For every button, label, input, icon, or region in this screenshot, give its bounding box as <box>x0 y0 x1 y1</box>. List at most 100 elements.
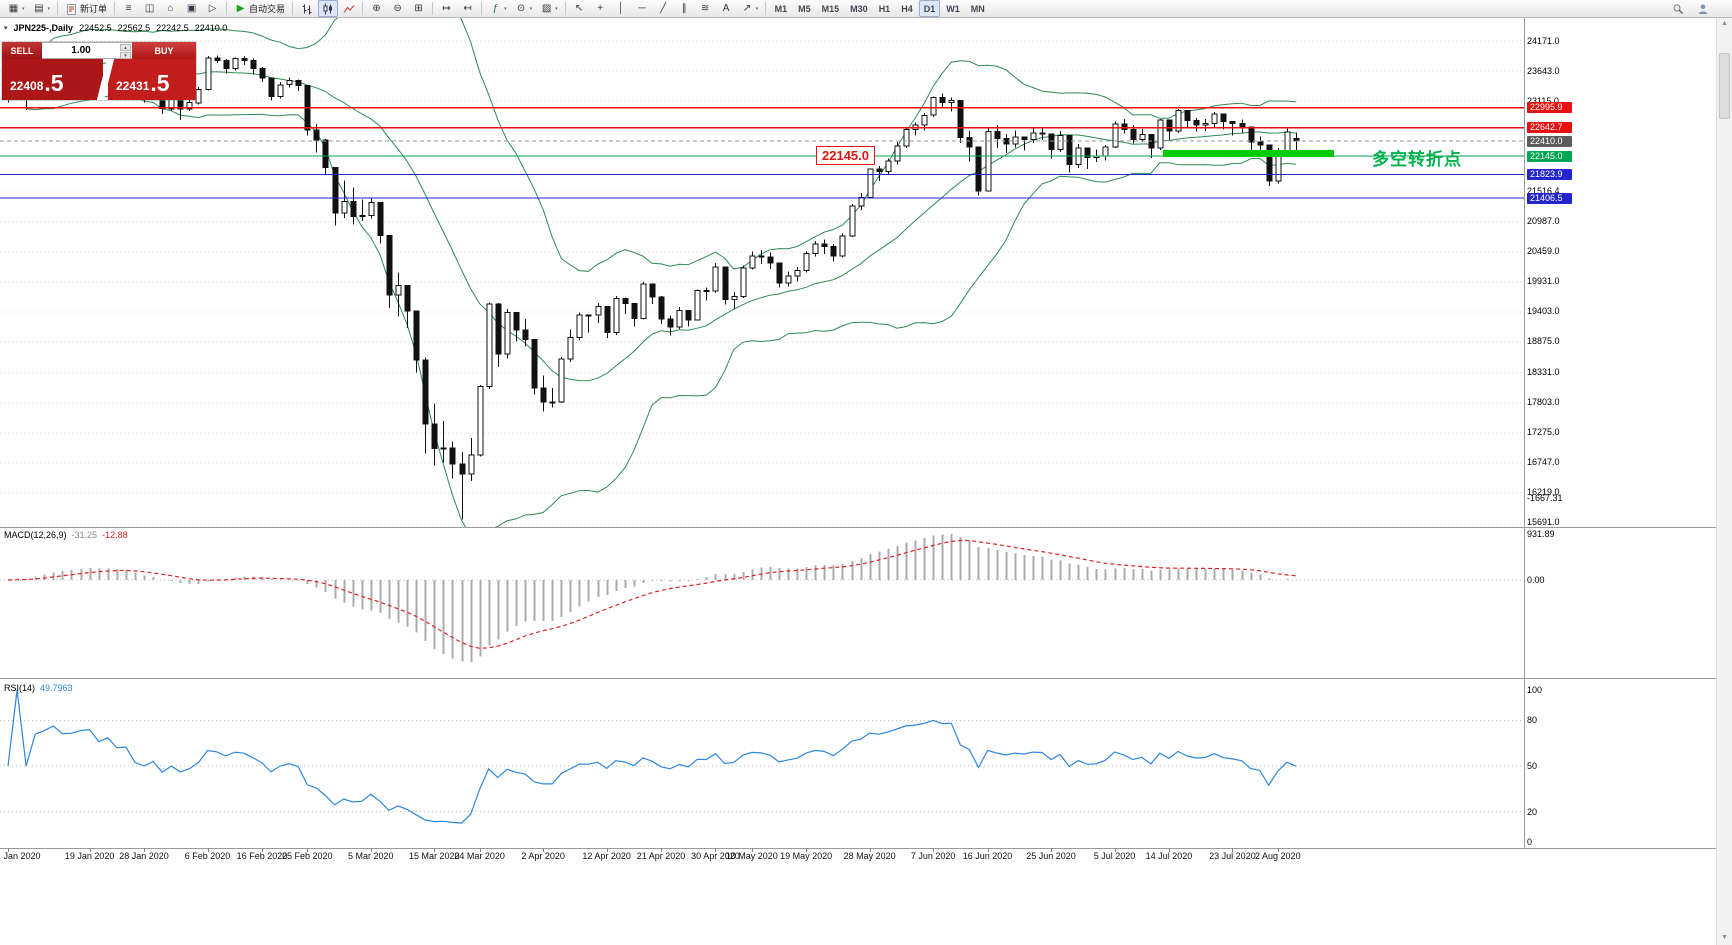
autotrading-button[interactable]: ▶ 自动交易 <box>231 0 289 17</box>
rsi-scale-label: 0 <box>1527 837 1533 847</box>
navigator-icon[interactable]: ⌂ <box>161 0 181 17</box>
auto-scroll-icon[interactable]: ↦ <box>437 0 457 17</box>
date-tick <box>434 848 435 852</box>
crosshair-icon[interactable]: + <box>590 0 610 17</box>
zoom-out-icon: ⊖ <box>393 3 402 14</box>
price-axis-label: 24171.0 <box>1527 35 1560 46</box>
templates-icon[interactable]: ▨ ▾ <box>537 0 562 17</box>
one-click-toggle-icon[interactable]: ▾ <box>4 25 8 32</box>
panel-separator[interactable] <box>0 527 1732 528</box>
buy-button[interactable]: BUY <box>132 42 196 59</box>
date-tick <box>661 848 662 852</box>
price-level-callout[interactable]: 22145.0 <box>816 146 875 165</box>
price-axis-label: 17275.0 <box>1527 427 1560 438</box>
rsi-scale-label: 100 <box>1527 685 1543 695</box>
tf-m30-button[interactable]: M30 <box>850 3 868 14</box>
candlesticks-icon <box>321 2 334 15</box>
strategy-tester-icon[interactable]: ▷ <box>203 0 223 17</box>
volume-spinner: ▲ ▼ <box>120 44 131 59</box>
tf-h1-button[interactable]: H1 <box>878 3 891 14</box>
date-axis-label: 16 Feb 2020 <box>236 851 288 861</box>
terminal-icon[interactable]: ▣ <box>182 0 202 17</box>
horizontal-line-icon[interactable]: ─ <box>632 0 652 17</box>
rsi-value: 49.7963 <box>40 683 73 693</box>
tf-m15-button[interactable]: M15 <box>821 3 840 14</box>
trendline-icon[interactable]: ╱ <box>653 0 673 17</box>
zoom-out-icon[interactable]: ⊖ <box>388 0 408 17</box>
price-chart-svg[interactable] <box>0 17 1524 527</box>
data-window-icon[interactable]: ◫ <box>140 0 160 17</box>
buy-price[interactable]: 22431.5 <box>108 59 196 100</box>
ohlc-low: 22242.5 <box>156 23 189 33</box>
ohlc-bars-icon <box>300 2 313 15</box>
scroll-up-icon[interactable]: ▲ <box>1721 20 1728 27</box>
market-watch-icon: ≡ <box>125 3 132 14</box>
date-tick <box>543 848 544 852</box>
vertical-scrollbar[interactable]: ▲ ▼ <box>1716 17 1732 945</box>
price-axis-label: 15691.0 <box>1527 517 1560 528</box>
arrows-icon[interactable]: ↗ ▾ <box>737 0 762 17</box>
channel-icon[interactable]: ∥ <box>674 0 694 17</box>
ohlc-bars-icon[interactable] <box>297 0 317 17</box>
panel-separator[interactable] <box>0 678 1732 679</box>
buy-price-big: .5 <box>150 70 170 96</box>
price-axis-label: 19403.0 <box>1527 306 1560 317</box>
rsi-scale-label: 80 <box>1527 715 1538 726</box>
date-tick <box>1232 848 1233 852</box>
search-icon[interactable] <box>1668 0 1688 17</box>
volume-down-button[interactable]: ▼ <box>120 52 131 59</box>
vertical-line-icon[interactable]: │ <box>611 0 631 17</box>
candlesticks-icon[interactable] <box>317 0 338 17</box>
date-axis-label: 28 May 2020 <box>843 851 896 861</box>
vertical-line-icon: │ <box>617 3 625 14</box>
community-icon[interactable] <box>1693 0 1713 17</box>
tf-m5-button[interactable]: M5 <box>798 3 811 14</box>
indicators-icon[interactable]: ƒ ▾ <box>486 0 511 17</box>
profiles-icon[interactable]: ▤ ▾ <box>29 0 54 17</box>
indicators-icon: ƒ <box>492 3 499 14</box>
sell-button[interactable]: SELL <box>2 42 42 59</box>
tf-m1-button[interactable]: M1 <box>774 3 788 14</box>
sell-price[interactable]: 22408.5 <box>2 59 103 100</box>
volume-up-button[interactable]: ▲ <box>120 44 131 51</box>
date-tick <box>806 848 807 852</box>
chart-shift-icon[interactable]: ↤ <box>458 0 478 17</box>
periods-icon[interactable]: ⊙ ▾ <box>511 0 536 17</box>
price-axis-label: 19931.0 <box>1527 276 1560 287</box>
date-axis-label: 15 Mar 2020 <box>409 851 460 861</box>
new-order-button[interactable]: 新订单 <box>62 0 111 17</box>
price-axis-label: 23115.0 <box>1527 95 1559 106</box>
date-tick <box>752 848 753 852</box>
crosshair-icon: + <box>597 3 604 14</box>
date-axis-label: 24 Mar 2020 <box>454 851 505 861</box>
profiles-icon: ▤ <box>34 3 44 14</box>
one-click-trading-panel: SELL 1.00 ▲ ▼ BUY 22408.5 22431.5 <box>2 42 196 100</box>
toolbar-separator <box>57 2 59 15</box>
zoom-in-icon[interactable]: ⊕ <box>367 0 387 17</box>
strategy-tester-icon: ▷ <box>208 3 217 14</box>
ohlc-close: 22410.0 <box>194 23 228 33</box>
tf-h4-button[interactable]: H4 <box>901 3 913 14</box>
date-axis-label: 19 Jan 2020 <box>64 851 115 861</box>
line-chart-icon[interactable] <box>339 0 359 17</box>
date-axis-label: 2 Apr 2020 <box>521 851 565 861</box>
text-icon[interactable]: A <box>716 0 736 17</box>
tf-mn-button[interactable]: MN <box>970 3 985 14</box>
rsi-scale-label: 20 <box>1527 806 1538 817</box>
chevron-down-icon: ▾ <box>755 5 759 12</box>
cursor-icon: ↖ <box>574 3 584 14</box>
price-axis-label: 16219.0 <box>1527 487 1560 498</box>
tile-windows-icon[interactable]: ⊞ <box>409 0 429 17</box>
new-chart-icon[interactable]: ▦ ▾ <box>4 0 29 17</box>
market-watch-icon[interactable]: ≡ <box>119 0 139 17</box>
volume-field[interactable]: 1.00 ▲ ▼ <box>42 42 132 59</box>
horizontal-line-icon: ─ <box>638 3 646 14</box>
fibonacci-icon[interactable]: ≋ <box>695 0 715 17</box>
scrollbar-thumb[interactable] <box>1719 53 1730 119</box>
tf-w1-button[interactable]: W1 <box>946 3 960 14</box>
tf-d1-button[interactable]: D1 <box>918 0 941 17</box>
date-tick <box>8 848 9 852</box>
scroll-down-icon[interactable]: ▼ <box>1721 934 1728 941</box>
cursor-icon[interactable]: ↖ <box>569 0 589 17</box>
